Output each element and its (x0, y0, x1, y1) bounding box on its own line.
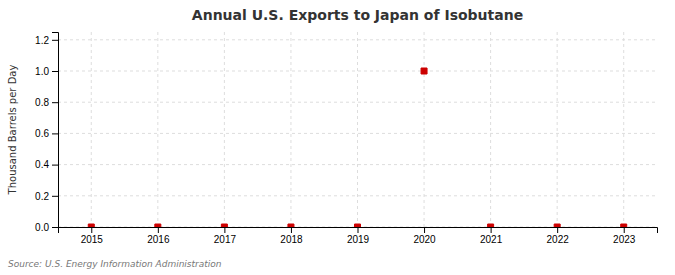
tick-label: 2021 (480, 234, 503, 245)
tick-mark (52, 40, 58, 41)
axis-line (52, 33, 59, 228)
tick-mark (224, 227, 225, 233)
grid-line (58, 133, 657, 134)
tick-label: 1.0 (35, 66, 49, 77)
grid-line (490, 32, 491, 227)
tick: 2019 (347, 227, 370, 245)
tick-mark (52, 71, 58, 72)
tick: 0.8 (35, 97, 58, 108)
tick: 1.0 (35, 66, 58, 77)
tick-mark (91, 227, 92, 233)
tick: 2017 (214, 227, 237, 245)
grid-line (224, 32, 225, 227)
tick: 2023 (613, 227, 636, 245)
tick-mark (52, 133, 58, 134)
point (488, 224, 494, 227)
points (88, 68, 626, 227)
grid-line (357, 32, 358, 227)
tick-label: 2016 (147, 234, 170, 245)
point (554, 224, 560, 227)
tick-label: 2015 (81, 234, 104, 245)
tick: 0.4 (35, 159, 58, 170)
grid-line (157, 32, 158, 227)
grid-line (290, 32, 291, 227)
tick-label: 0.4 (35, 159, 49, 170)
tick-label: 2020 (413, 234, 436, 245)
tick-mark (52, 165, 58, 166)
axis-line (59, 228, 658, 234)
point (288, 224, 294, 227)
tick: 0.0 (35, 222, 58, 233)
tick-mark (557, 227, 558, 233)
point (355, 224, 361, 227)
x-axis: 2015 2016 2017 2018 2019 2020 2021 2022 2023 (59, 227, 658, 245)
tick-mark (52, 196, 58, 197)
tick: 1.2 (35, 35, 58, 46)
tick-label: 0.0 (35, 222, 49, 233)
tick-mark (52, 102, 58, 103)
tick: 2021 (480, 227, 503, 245)
tick-label: 2019 (347, 234, 370, 245)
tick-mark (358, 227, 359, 233)
grid (58, 32, 657, 227)
tick: 2018 (280, 227, 303, 245)
tick-mark (52, 227, 58, 228)
y-axis-title: Thousand Barrels per Day (7, 65, 18, 196)
annotation: Source: U.S. Energy Information Administ… (8, 259, 222, 269)
point (155, 224, 161, 227)
tick-mark (624, 227, 625, 233)
tick: 2016 (147, 227, 170, 245)
tick: 2022 (547, 227, 570, 245)
tick-mark (158, 227, 159, 233)
point (621, 224, 627, 227)
tick-mark (291, 227, 292, 233)
tick-label: 0.8 (35, 97, 49, 108)
tick-label: 2018 (280, 234, 303, 245)
tick: 0.6 (35, 128, 58, 139)
tick-label: 1.2 (35, 35, 49, 46)
y-axis: 0.0 0.2 0.4 0.6 0.8 1.0 1.2 (35, 33, 58, 233)
grid-line (623, 32, 624, 227)
tick: 0.2 (35, 191, 58, 202)
plot: 2015201620172018201920202021202220230.00… (35, 32, 657, 245)
grid-line (58, 102, 657, 103)
tick-label: 2022 (547, 234, 570, 245)
grid-line (91, 32, 92, 227)
tick-label: 0.2 (35, 191, 49, 202)
grid-line (557, 32, 558, 227)
tick-label: 2017 (214, 234, 237, 245)
tick: 2015 (81, 227, 104, 245)
point (421, 68, 427, 74)
tick-label: 2023 (613, 234, 636, 245)
chart: 2015201620172018201920202021202220230.00… (0, 0, 675, 275)
grid-line (424, 32, 425, 227)
title: Annual U.S. Exports to Japan of Isobutan… (192, 7, 523, 23)
tick-mark (424, 227, 425, 233)
point (88, 224, 94, 227)
tick: 2020 (413, 227, 436, 245)
point (221, 224, 227, 227)
tick-mark (491, 227, 492, 233)
tick-label: 0.6 (35, 128, 49, 139)
